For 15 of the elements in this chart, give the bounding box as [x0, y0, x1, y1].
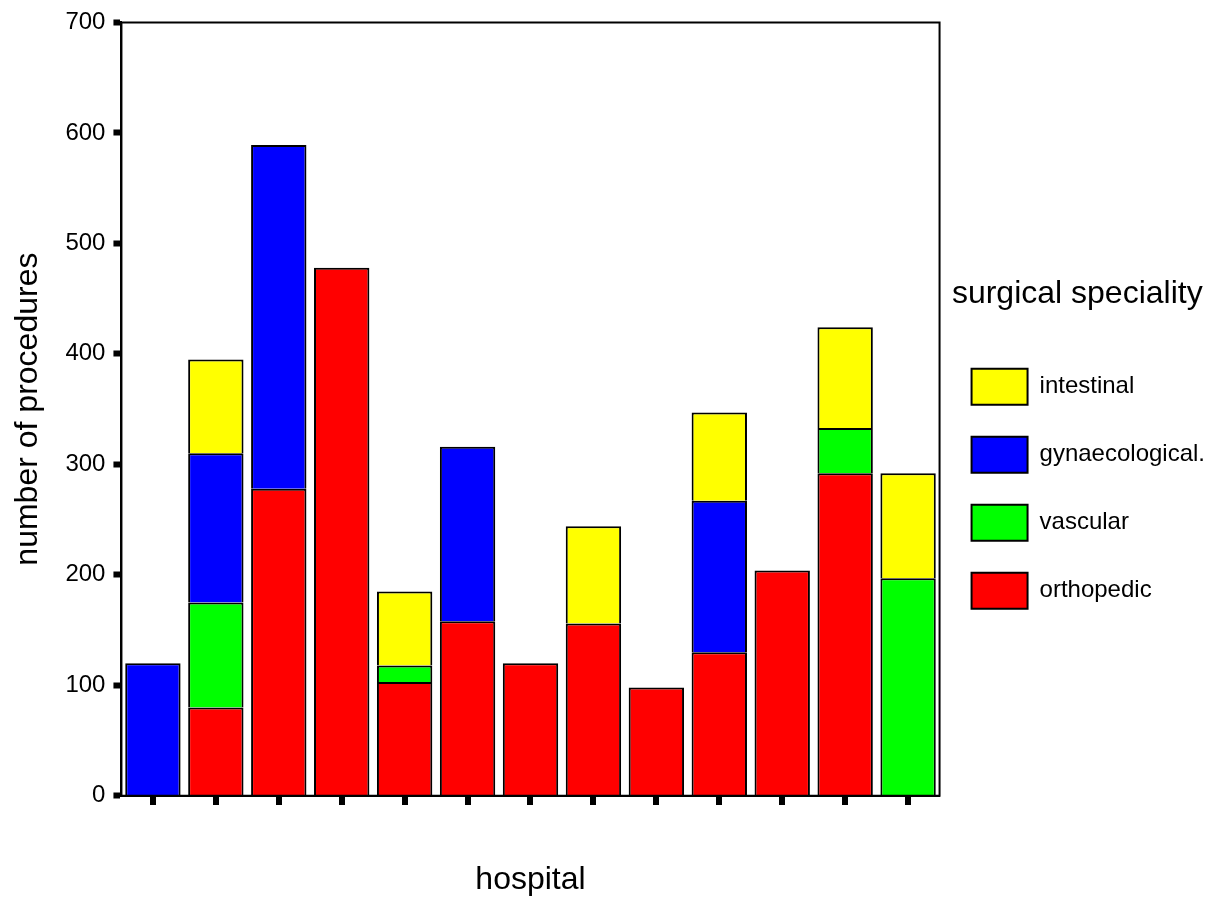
y-tick-label: 400 [65, 338, 106, 366]
y-tick-label: 0 [92, 780, 106, 808]
legend-label: orthopedic [1039, 575, 1152, 603]
legend-label: vascular [1039, 507, 1129, 535]
y-axis-title: number of procedures [8, 252, 45, 566]
legend-label: intestinal [1039, 371, 1135, 399]
x-axis-title: hospital [475, 859, 586, 896]
y-tick-label: 300 [65, 448, 106, 476]
legend-label: gynaecological. [1039, 439, 1206, 467]
y-tick-label: 200 [65, 559, 106, 587]
y-tick-label: 600 [65, 117, 106, 145]
y-tick-label: 100 [65, 669, 106, 697]
y-tick-label: 500 [65, 228, 106, 255]
y-tick-label: 700 [65, 7, 106, 35]
legend-title: surgical speciality [951, 274, 1203, 311]
